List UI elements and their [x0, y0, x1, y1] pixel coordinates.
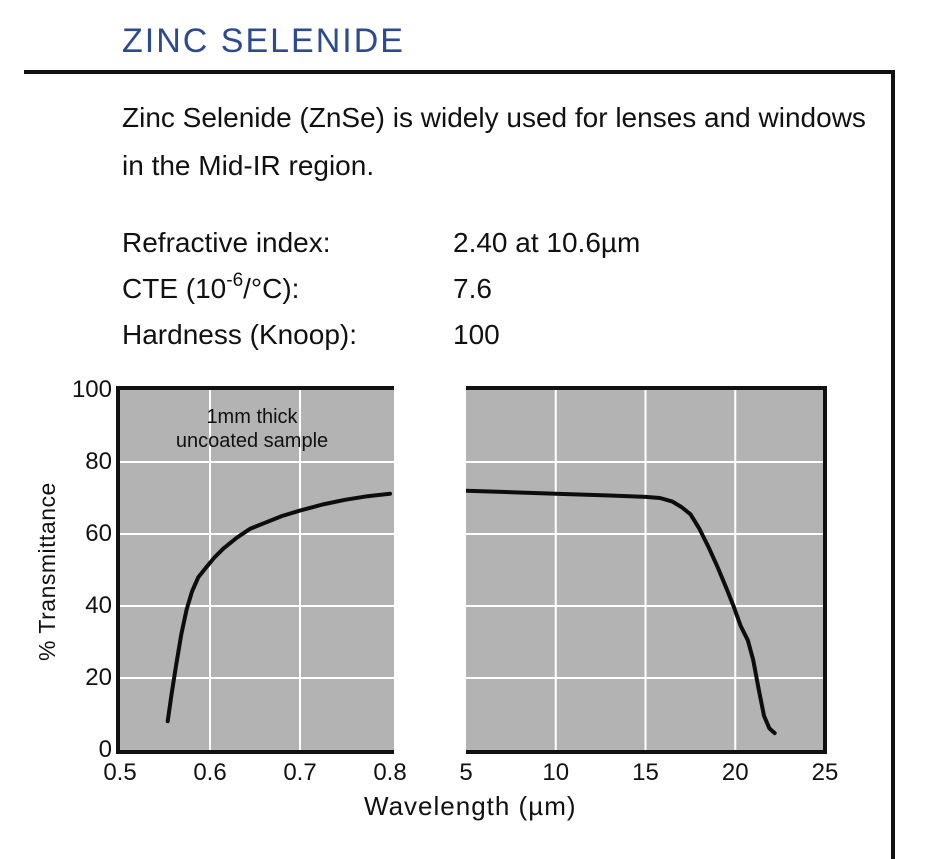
- x-tick-label: 0.6: [193, 759, 227, 786]
- sample-annotation: 1mm thick uncoated sample: [156, 405, 348, 453]
- page-right-border: [891, 70, 895, 859]
- transmittance-curve: [466, 488, 777, 736]
- x-tick-label: 0.8: [373, 759, 407, 786]
- y-tick-label: 40: [85, 592, 112, 619]
- y-tick-label: 80: [85, 448, 112, 475]
- property-label-prefix: CTE (10: [122, 273, 227, 304]
- x-tick-label: 15: [632, 759, 659, 786]
- property-superscript: -6: [226, 269, 244, 291]
- properties-table: Refractive index: 2.40 at 10.6µm CTE (10…: [122, 220, 640, 358]
- y-tick-label: 20: [85, 664, 112, 691]
- description-text: Zinc Selenide (ZnSe) is widely used for …: [122, 102, 866, 181]
- property-label: Hardness (Knoop):: [122, 319, 358, 350]
- property-label: CTE (10-6/°C):: [122, 266, 453, 312]
- x-axis-label: Wavelength (µm): [364, 791, 577, 821]
- property-value: 100: [453, 319, 500, 350]
- property-label-suffix: /°C):: [243, 273, 300, 304]
- x-tick-label: 20: [721, 759, 749, 786]
- title-rule: [24, 70, 895, 74]
- x-tick-label: 0.7: [283, 759, 317, 786]
- sample-annotation-line1: 1mm thick: [206, 406, 298, 428]
- property-row-refractive-index: Refractive index: 2.40 at 10.6µm: [122, 220, 640, 266]
- transmittance-curve: [165, 491, 392, 724]
- property-row-cte: CTE (10-6/°C): 7.6: [122, 266, 640, 312]
- property-row-hardness: Hardness (Knoop): 100: [122, 312, 640, 358]
- plot-background: [116, 386, 394, 754]
- transmittance-chart-mid-ir: [466, 386, 827, 754]
- y-tick-label: 0: [98, 736, 112, 763]
- property-value: 2.40 at 10.6µm: [453, 227, 641, 258]
- y-tick-label: 60: [85, 520, 112, 547]
- y-axis-label: % Transmittance: [34, 482, 60, 662]
- x-tick-label: 5: [459, 759, 473, 786]
- transmittance-chart-visible: [116, 386, 394, 754]
- sample-annotation-line2: uncoated sample: [175, 430, 329, 452]
- x-tick-label: 25: [811, 759, 839, 786]
- x-tick-label: 0.5: [103, 759, 137, 786]
- page-title: ZINC SELENIDE: [122, 22, 405, 60]
- x-tick-label: 10: [542, 759, 570, 786]
- property-value: 7.6: [453, 273, 492, 304]
- y-tick-label: 100: [71, 376, 112, 403]
- property-label: Refractive index:: [122, 227, 331, 258]
